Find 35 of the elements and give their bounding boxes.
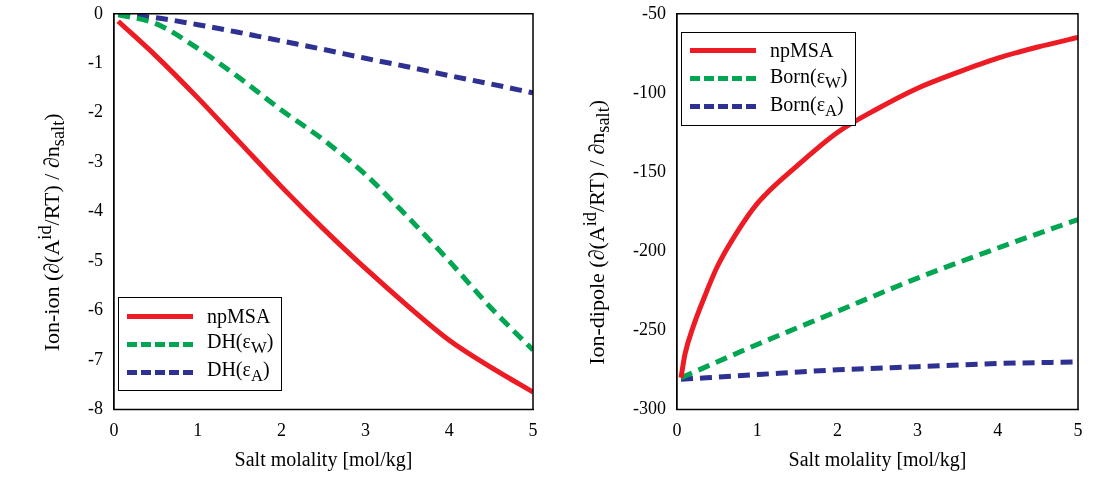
x-tick-label: 4 — [444, 419, 454, 440]
y-tick-label: -300 — [632, 398, 666, 419]
x-axis-title: Salt molality [mol/kg] — [788, 448, 967, 472]
y-tick-label: -8 — [87, 398, 103, 419]
y-tick-label: -250 — [632, 319, 666, 340]
legend-label: npMSA — [206, 304, 271, 328]
y-tick-label: -2 — [87, 101, 103, 122]
legend-label: DH(ε$_{A}$) — [206, 358, 270, 387]
y-tick-label: -4 — [87, 200, 103, 221]
legend-label: DH(ε$_{W}$) — [206, 330, 274, 359]
y-tick-label: -3 — [87, 150, 103, 171]
legend-label: Born(ε$_{W}$) — [769, 64, 848, 93]
x-tick-label: 2 — [832, 419, 842, 440]
y-tick-label: 0 — [93, 2, 103, 23]
x-tick-label: 5 — [1073, 419, 1083, 440]
x-tick-label: 0 — [672, 419, 682, 440]
y-tick-label: -150 — [632, 160, 666, 181]
legend-label: Born(ε$_{A}$) — [769, 92, 844, 121]
x-tick-label: 3 — [913, 419, 923, 440]
y-tick-label: -200 — [632, 239, 666, 260]
y-tick-label: -5 — [87, 249, 103, 270]
y-tick-label: -1 — [87, 51, 103, 72]
x-tick-label: 5 — [528, 419, 538, 440]
x-tick-label: 0 — [109, 419, 119, 440]
y-tick-label: -100 — [632, 81, 666, 102]
x-tick-label: 4 — [993, 419, 1003, 440]
y-tick-label: -6 — [87, 299, 103, 320]
x-tick-label: 1 — [193, 419, 203, 440]
y-tick-label: -50 — [641, 2, 666, 23]
y-tick-label: -7 — [87, 348, 103, 369]
x-tick-label: 3 — [360, 419, 370, 440]
x-tick-label: 1 — [752, 419, 762, 440]
legend-label: npMSA — [769, 39, 834, 63]
x-tick-label: 2 — [277, 419, 287, 440]
x-axis-title: Salt molality [mol/kg] — [234, 448, 413, 472]
